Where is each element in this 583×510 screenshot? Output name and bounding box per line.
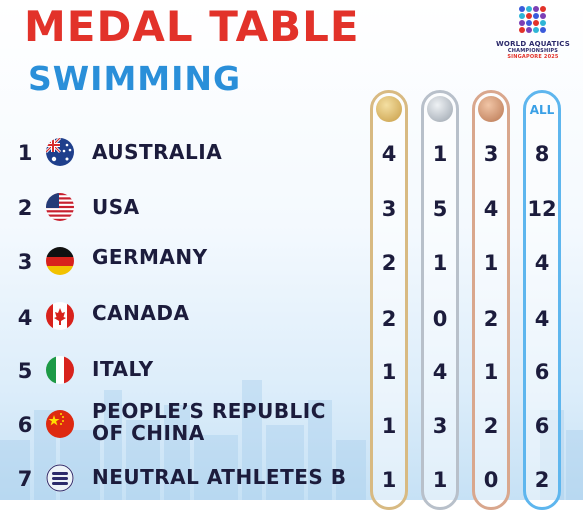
rank: 2 bbox=[17, 196, 33, 220]
total-count: 2 bbox=[534, 468, 550, 492]
total-count: 6 bbox=[534, 414, 550, 438]
silver-count: 1 bbox=[432, 468, 448, 492]
gold-count: 3 bbox=[381, 197, 397, 221]
page-subtitle: SWIMMING bbox=[28, 59, 242, 98]
bronze-count: 2 bbox=[483, 414, 499, 438]
total-column: ALL bbox=[523, 90, 561, 510]
silver-medal-icon bbox=[427, 96, 453, 122]
silver-count: 0 bbox=[432, 307, 448, 331]
bronze-column bbox=[472, 90, 510, 510]
bronze-count: 0 bbox=[483, 468, 499, 492]
country-name: AUSTRALIA bbox=[92, 140, 223, 164]
championship-logo: WORLD AQUATICS CHAMPIONSHIPS SINGAPORE 2… bbox=[487, 4, 579, 70]
rank: 5 bbox=[17, 359, 33, 383]
rank: 6 bbox=[17, 413, 33, 437]
silver-count: 1 bbox=[432, 142, 448, 166]
silver-count: 5 bbox=[432, 197, 448, 221]
total-count: 4 bbox=[534, 251, 550, 275]
silver-column bbox=[421, 90, 459, 510]
silver-count: 4 bbox=[432, 360, 448, 384]
country-name-line1: PEOPLE’S REPUBLIC bbox=[92, 399, 326, 423]
total-count: 12 bbox=[527, 197, 557, 221]
total-count: 8 bbox=[534, 142, 550, 166]
rank: 7 bbox=[17, 467, 33, 491]
italy-flag-icon bbox=[46, 356, 74, 384]
country-name: CANADA bbox=[92, 301, 190, 325]
total-count: 6 bbox=[534, 360, 550, 384]
logo-text-championships: CHAMPIONSHIPS bbox=[507, 48, 559, 54]
silver-count: 3 bbox=[432, 414, 448, 438]
total-count: 4 bbox=[534, 307, 550, 331]
gold-count: 4 bbox=[381, 142, 397, 166]
logo-text-singapore: SINGAPORE 2025 bbox=[507, 54, 559, 60]
bronze-count: 1 bbox=[483, 360, 499, 384]
gold-count: 1 bbox=[381, 468, 397, 492]
country-name: NEUTRAL ATHLETES B bbox=[92, 465, 347, 489]
country-name-line2: OF CHINA bbox=[92, 421, 205, 445]
canada-flag-icon bbox=[46, 302, 74, 330]
rank: 4 bbox=[17, 306, 33, 330]
silver-count: 1 bbox=[432, 251, 448, 275]
gold-count: 1 bbox=[381, 414, 397, 438]
germany-flag-icon bbox=[46, 247, 74, 275]
rank: 3 bbox=[17, 250, 33, 274]
gold-count: 2 bbox=[381, 307, 397, 331]
bronze-medal-icon bbox=[478, 96, 504, 122]
australia-flag-icon bbox=[46, 138, 74, 166]
logo-text-world-aquatics: WORLD AQUATICS bbox=[496, 40, 570, 48]
country-name: ITALY bbox=[92, 357, 154, 381]
country-name: GERMANY bbox=[92, 245, 208, 269]
china-flag-icon bbox=[46, 410, 74, 438]
gold-count: 2 bbox=[381, 251, 397, 275]
gold-count: 1 bbox=[381, 360, 397, 384]
gold-medal-icon bbox=[376, 96, 402, 122]
bronze-count: 2 bbox=[483, 307, 499, 331]
championship-logo-mark-icon bbox=[519, 6, 546, 33]
usa-flag-icon bbox=[46, 193, 74, 221]
country-name: USA bbox=[92, 195, 140, 219]
bronze-count: 1 bbox=[483, 251, 499, 275]
neutral-athletes-flag-icon bbox=[46, 464, 74, 492]
bronze-count: 3 bbox=[483, 142, 499, 166]
page-title: MEDAL TABLE bbox=[24, 2, 360, 51]
rank: 1 bbox=[17, 141, 33, 165]
total-column-header: ALL bbox=[529, 103, 555, 117]
bronze-count: 4 bbox=[483, 197, 499, 221]
